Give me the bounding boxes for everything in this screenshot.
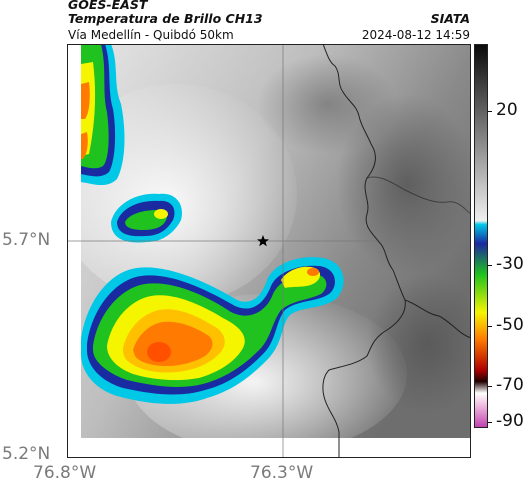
lat-label-5-2: 5.2°N: [2, 444, 51, 464]
border-branch-north: [366, 176, 471, 215]
lon-label-76-3: 76.3°W: [250, 463, 314, 483]
colorbar-tick: [488, 422, 492, 423]
route-subtitle: Vía Medellín - Quibdó 50km: [68, 28, 234, 42]
colorbar-label-minus-50: -50: [496, 315, 524, 335]
colorbar-tick: [488, 111, 492, 112]
colorbar-tick: [488, 326, 492, 327]
datetime-label: 2024-08-12 14:59: [361, 28, 470, 42]
convective-cell-small: [111, 193, 183, 243]
colorbar-label-minus-70: -70: [496, 375, 524, 395]
map-frame: [67, 44, 471, 458]
star-marker[interactable]: [257, 235, 269, 247]
agency-label: SIATA: [430, 11, 470, 26]
lon-label-76-8: 76.8°W: [33, 463, 97, 483]
colorbar-label-minus-90: -90: [496, 411, 524, 431]
brightness-temperature-image: [67, 44, 471, 458]
colorbar-tick: [488, 386, 492, 387]
colorbar-gradient: [474, 44, 488, 428]
convective-cell-main: [81, 257, 344, 404]
lat-label-5-7: 5.7°N: [2, 230, 51, 250]
colorbar: [474, 44, 488, 428]
colorbar-tick: [488, 265, 492, 266]
border-branch-east: [404, 299, 471, 339]
satellite-title: GOES-EAST: [68, 0, 148, 12]
department-border: [322, 44, 406, 458]
product-title: Temperatura de Brillo CH13: [68, 11, 263, 26]
colorbar-label-20: 20: [496, 100, 518, 120]
colorbar-label-minus-30: -30: [496, 254, 524, 274]
satellite-map[interactable]: [67, 44, 471, 458]
convective-cell-north: [81, 44, 125, 186]
